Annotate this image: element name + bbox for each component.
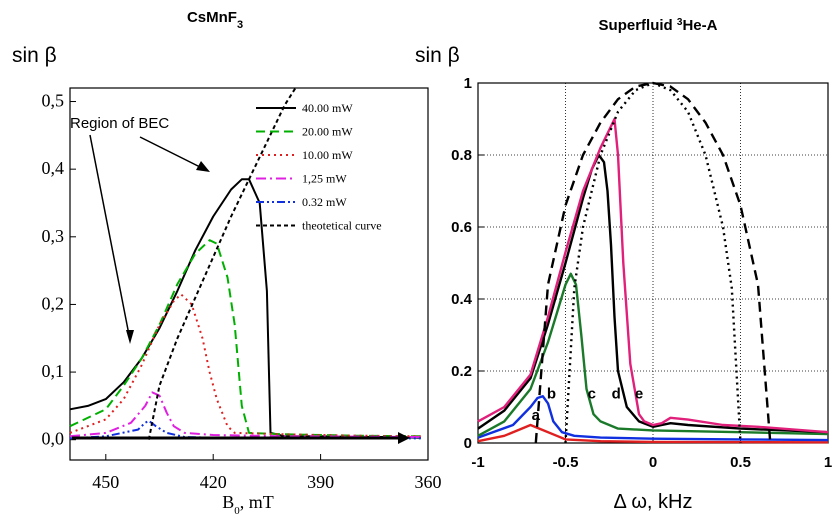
legend-label: theotetical curve — [302, 219, 382, 233]
legend-label: 0.32 mW — [302, 195, 347, 209]
right-series-1-line — [477, 395, 829, 442]
point-label-c: c — [588, 386, 596, 403]
right-x-tick-label: -0.5 — [553, 454, 579, 471]
direction-arrowhead — [398, 432, 410, 444]
left-y-tick-label: 0,1 — [42, 361, 65, 381]
left-y-tick-label: 0,2 — [42, 293, 65, 313]
left-y-tick-label: 0,0 — [42, 429, 65, 449]
point-label-d: d — [612, 386, 621, 403]
bec-arrowhead-right — [196, 161, 210, 172]
left-x-tick-label: 420 — [200, 472, 227, 492]
left-series-group — [69, 87, 421, 440]
point-label-a: a — [532, 407, 541, 424]
left-chart-title: CsMnF3 — [187, 9, 243, 31]
right-series-5-line — [534, 81, 772, 444]
left-y-tick-label: 0,3 — [42, 226, 65, 246]
left-x-tick-label: 390 — [307, 472, 334, 492]
right-chart: Superfluid 3He-A sin β 0 0.2 0.4 0.6 0.8 1 -1… — [415, 17, 832, 514]
legend-label: 20.00 mW — [302, 125, 353, 139]
left-legend: 40.00 mW 20.00 mW 10.00 mW 1,25 mW 0.32 mW th… — [256, 101, 382, 233]
left-y-ticks: 0,0 0,1 0,2 0,3 0,4 0,5 — [42, 91, 76, 449]
legend-label: 10.00 mW — [302, 148, 353, 162]
right-y-tick-label: 0.6 — [451, 219, 472, 236]
right-y-ticks: 0 0.2 0.4 0.6 0.8 1 — [451, 75, 484, 452]
right-series-4-line — [477, 117, 829, 434]
bec-annotation: Region of BEC — [70, 115, 169, 132]
left-chart: CsMnF3 sin β 0,0 0,1 0,2 0,3 0,4 0,5 450 420 39… — [12, 9, 442, 517]
bec-arrowhead-left — [126, 330, 134, 344]
right-y-tick-label: 0.2 — [451, 363, 472, 380]
left-x-tick-label: 360 — [415, 472, 442, 492]
right-series-group — [477, 81, 829, 444]
legend-label: 1,25 mW — [302, 172, 347, 186]
right-x-tick-label: 0 — [649, 454, 657, 471]
left-y-tick-label: 0,5 — [42, 91, 65, 111]
left-plot-frame — [69, 87, 429, 461]
right-ylabel: sin β — [415, 44, 460, 67]
left-x-tick-label: 450 — [92, 472, 119, 492]
left-y-tick-label: 0,4 — [42, 158, 65, 178]
point-label-b: b — [547, 386, 556, 403]
left-xlabel: B0, mT — [222, 492, 274, 517]
left-series-1-line — [69, 239, 421, 438]
legend-label: 40.00 mW — [302, 101, 353, 115]
right-xlabel: Δ ω, kHz — [614, 491, 693, 513]
right-y-tick-label: 1 — [464, 75, 472, 92]
right-series-2-line — [477, 272, 829, 437]
right-chart-title: Superfluid 3He-A — [599, 17, 718, 35]
point-label-e: e — [635, 386, 643, 403]
right-point-labels: ab c d e — [532, 386, 644, 425]
right-y-tick-label: 0.4 — [451, 291, 473, 308]
right-y-tick-label: 0 — [464, 435, 472, 452]
bec-arrow-right — [139, 136, 207, 171]
bec-arrow-left — [89, 134, 131, 341]
right-series-0-line — [477, 423, 829, 444]
right-series-3-line — [477, 153, 829, 434]
right-x-ticks: -1 -0.5 0 0.5 1 — [471, 437, 832, 471]
left-x-ticks: 450 420 390 360 — [92, 454, 442, 492]
left-ylabel: sin β — [12, 44, 57, 67]
right-x-tick-label: 1 — [824, 454, 832, 471]
right-y-tick-label: 0.8 — [451, 147, 472, 164]
right-series-6-line — [564, 81, 742, 444]
left-series-2-line — [69, 293, 421, 438]
right-x-tick-label: -1 — [471, 454, 484, 471]
left-series-5-line — [147, 87, 297, 440]
right-x-tick-label: 0.5 — [730, 454, 751, 471]
left-series-3-line — [69, 391, 421, 438]
